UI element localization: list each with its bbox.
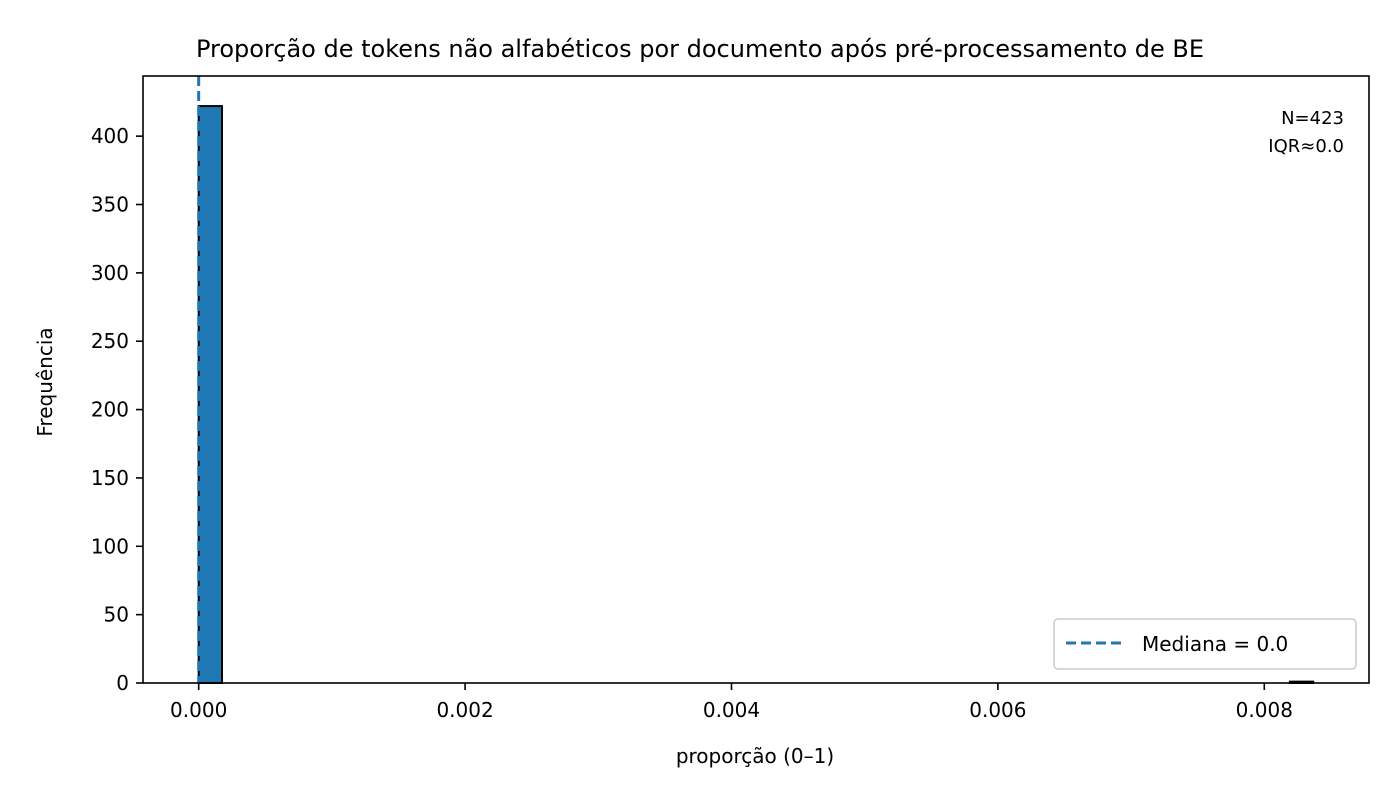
x-tick-label: 0.004 bbox=[703, 698, 760, 722]
chart-title: Proporção de tokens não alfabéticos por … bbox=[196, 35, 1204, 63]
x-tick-label: 0.006 bbox=[969, 698, 1026, 722]
stats-annotation: N=423 IQR≈0.0 bbox=[1268, 108, 1344, 157]
y-tick-label: 100 bbox=[91, 534, 129, 558]
y-tick-label: 150 bbox=[91, 466, 129, 490]
x-tick-label: 0.008 bbox=[1236, 698, 1293, 722]
legend-label: Mediana = 0.0 bbox=[1142, 632, 1288, 656]
histogram-bar-0 bbox=[197, 105, 223, 684]
y-tick-label: 200 bbox=[91, 398, 129, 422]
x-tick-label: 0.002 bbox=[436, 698, 493, 722]
plot-area: 0.000 0.002 0.004 0.006 0.008 0 50 100 150 200 250… bbox=[91, 75, 1370, 722]
x-tick-label: 0.000 bbox=[170, 698, 227, 722]
y-tick-label: 350 bbox=[91, 193, 129, 217]
legend-box bbox=[1053, 618, 1357, 670]
y-axis-label: Frequência bbox=[33, 327, 57, 436]
y-tick-label: 300 bbox=[91, 261, 129, 285]
x-axis-label: proporção (0–1) bbox=[676, 744, 834, 768]
axes-frame bbox=[142, 75, 1370, 684]
y-tick-label: 0 bbox=[116, 671, 129, 695]
annotation-iqr: IQR≈0.0 bbox=[1268, 136, 1344, 157]
y-tick-label: 250 bbox=[91, 329, 129, 353]
annotation-n: N=423 bbox=[1281, 108, 1344, 129]
y-tick-label: 50 bbox=[104, 603, 129, 627]
legend: Mediana = 0.0 bbox=[1053, 618, 1357, 670]
y-tick-label: 400 bbox=[91, 124, 129, 148]
